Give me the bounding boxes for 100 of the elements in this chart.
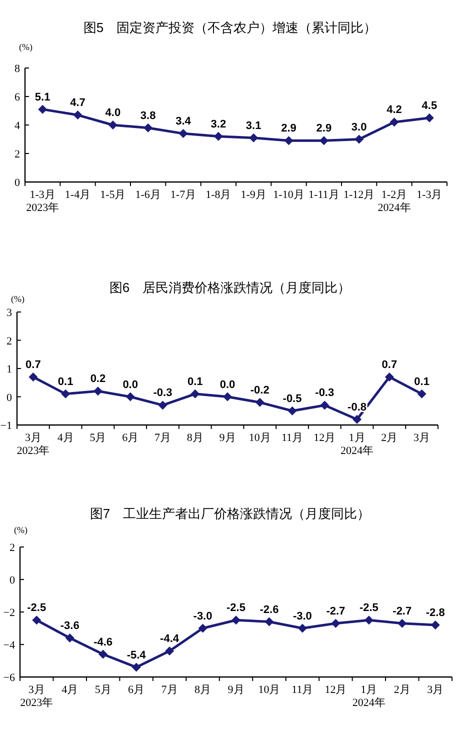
point — [38, 104, 48, 114]
x-tick-label: 4月 — [62, 684, 78, 696]
data-label: -3.0 — [193, 610, 212, 622]
y-tick-label: 2 — [14, 148, 20, 160]
y-tick-label: 2 — [6, 335, 12, 348]
y-tick-label: −6 — [3, 672, 16, 684]
data-label: -2.5 — [226, 602, 246, 614]
y-tick-label: 4 — [14, 120, 20, 132]
x-tick-label: 1-3月 — [416, 189, 442, 201]
data-label: 0.0 — [220, 378, 236, 391]
x-tick-label: 1月 2024年 — [352, 684, 386, 709]
point — [424, 113, 434, 122]
y-tick-label: 8 — [14, 63, 20, 75]
data-label: -4.4 — [160, 633, 180, 645]
chart-title: 图5 固定资产投资（不含农户）增速（累计同比） — [83, 20, 377, 35]
y-tick-label: −4 — [3, 640, 16, 652]
point — [232, 616, 240, 625]
point — [298, 624, 307, 633]
x-tick-label: 2月 — [394, 684, 410, 696]
x-tick-label: 1-3月 2023年 — [26, 189, 60, 214]
data-label: 4.5 — [422, 100, 438, 112]
x-tick-label: 1-6月 — [135, 189, 161, 201]
x-tick-label: 1-12月 — [343, 189, 375, 201]
data-label: 0.7 — [382, 358, 398, 371]
x-tick-label: 1月 2024年 — [340, 432, 374, 457]
x-tick-label: 10月 — [248, 432, 271, 444]
y-tick-label: 2 — [10, 542, 15, 554]
chart-title: 图6 居民消费价格涨跌情况（月度同比） — [109, 280, 351, 295]
point — [255, 398, 264, 407]
point — [28, 372, 38, 382]
point — [319, 136, 328, 146]
x-tick-label: 9月 — [219, 432, 236, 444]
data-label: -2.5 — [359, 602, 378, 614]
point — [352, 414, 362, 424]
point — [364, 616, 374, 625]
point — [331, 618, 340, 628]
data-label: 0.2 — [90, 373, 106, 386]
data-label: 2.9 — [316, 122, 332, 135]
point — [249, 133, 258, 142]
x-tick-label: 1-5月 — [100, 189, 126, 201]
y-tick-label: 3 — [6, 307, 12, 319]
point — [61, 389, 70, 398]
data-label: -2.7 — [326, 605, 346, 618]
data-label: 4.2 — [386, 104, 402, 116]
x-tick-label: 1-8月 — [206, 189, 232, 201]
point — [417, 389, 426, 398]
y-tick-label: 1 — [6, 364, 12, 376]
x-tick-label: 7月 — [161, 684, 178, 696]
x-tick-label: 4月 — [57, 432, 74, 444]
data-label: 0.1 — [58, 376, 74, 388]
data-label: 3.8 — [140, 110, 156, 122]
data-label: 5.1 — [34, 91, 50, 104]
x-tick-label: 1-9月 — [240, 189, 266, 201]
point — [320, 400, 330, 410]
point — [144, 123, 153, 132]
y-tick-label: 0 — [6, 392, 12, 404]
x-tick-label: 3月 2023年 — [16, 432, 50, 457]
data-label: -2.8 — [426, 607, 445, 619]
data-label: 0.1 — [187, 376, 203, 388]
point — [132, 662, 141, 672]
x-tick-label: 3月 — [427, 684, 444, 696]
chart-title: 图7 工业生产者出厂价格涨跌情况（月度同比） — [90, 506, 370, 521]
x-tick-label: 1-4月 — [64, 189, 91, 201]
y-tick-label: 6 — [14, 92, 20, 104]
data-label: -0.2 — [250, 384, 270, 396]
x-tick-label: 1-10月 — [273, 189, 304, 201]
x-tick-label: 2月 — [381, 432, 398, 444]
point — [264, 617, 274, 626]
point — [198, 624, 208, 633]
data-label: 3.2 — [210, 118, 226, 130]
point — [158, 400, 168, 410]
x-tick-label: 3月 2023年 — [20, 684, 54, 709]
data-label: 3.0 — [351, 121, 367, 134]
point — [165, 646, 174, 656]
data-label: -0.3 — [315, 387, 334, 400]
x-tick-label: 1-2月 2024年 — [378, 189, 411, 214]
point — [73, 110, 82, 120]
data-label: 3.4 — [176, 116, 192, 128]
x-tick-label: 8月 — [194, 684, 212, 696]
point — [354, 134, 364, 144]
point — [190, 389, 200, 398]
point — [390, 118, 399, 127]
y-axis-title: (%) — [19, 42, 32, 52]
x-tick-label: 9月 — [228, 684, 244, 696]
data-label: -2.5 — [27, 602, 46, 614]
data-label: -0.3 — [153, 387, 172, 400]
point — [108, 120, 118, 130]
data-label: -3.0 — [292, 610, 312, 622]
x-tick-label: 5月 — [94, 684, 112, 696]
x-tick-label: 11月 — [281, 432, 304, 444]
point — [223, 392, 232, 402]
data-label: 4.0 — [105, 107, 121, 119]
data-label: 3.1 — [246, 120, 262, 132]
point — [93, 386, 102, 396]
data-label: -2.6 — [260, 604, 279, 616]
y-tick-label: 0 — [14, 177, 20, 189]
y-tick-label: −2 — [3, 607, 15, 619]
data-label: 2.9 — [281, 122, 296, 135]
x-tick-label: 1-7月 — [170, 189, 196, 201]
data-label: 4.7 — [70, 97, 86, 110]
